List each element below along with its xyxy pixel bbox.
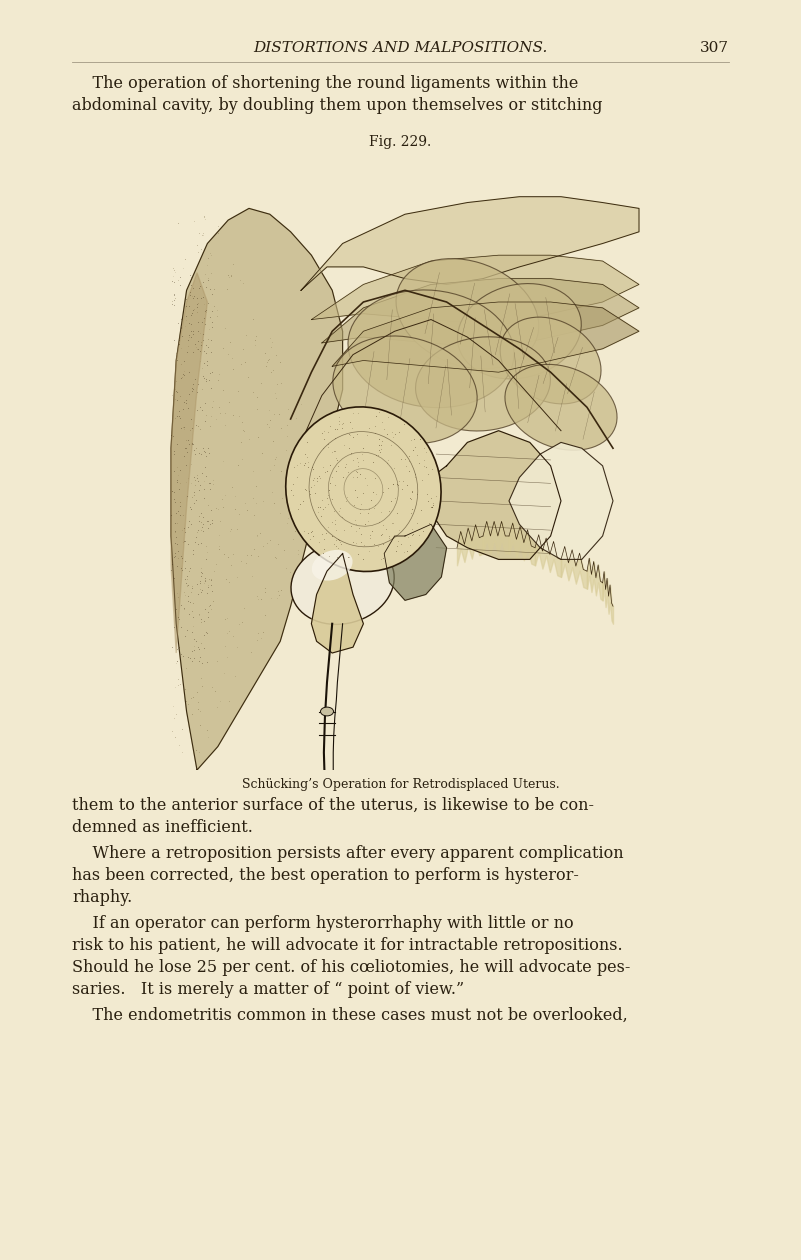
Ellipse shape (312, 549, 352, 581)
Ellipse shape (348, 290, 514, 408)
Text: The operation of shortening the round ligaments within the: The operation of shortening the round li… (72, 76, 578, 92)
Text: Should he lose 25 per cent. of his cœliotomies, he will advocate pes-: Should he lose 25 per cent. of his cœlio… (72, 959, 630, 976)
Text: demned as inefficient.: demned as inefficient. (72, 819, 253, 835)
Ellipse shape (286, 407, 441, 572)
Ellipse shape (416, 336, 550, 431)
Polygon shape (171, 208, 343, 770)
Polygon shape (312, 256, 639, 325)
Text: Where a retroposition persists after every apparent complication: Where a retroposition persists after eve… (72, 845, 624, 862)
Text: saries.   It is merely a matter of “ point of view.”: saries. It is merely a matter of “ point… (72, 982, 464, 998)
Polygon shape (509, 442, 613, 559)
Polygon shape (322, 278, 639, 349)
Ellipse shape (320, 707, 333, 716)
Text: If an operator can perform hysterorrhaphy with little or no: If an operator can perform hysterorrhaph… (72, 915, 574, 932)
Polygon shape (171, 272, 207, 653)
Text: Fig. 229.: Fig. 229. (369, 135, 432, 149)
Ellipse shape (505, 364, 617, 450)
Text: risk to his patient, he will advocate it for intractable retropositions.: risk to his patient, he will advocate it… (72, 937, 622, 954)
Ellipse shape (396, 258, 539, 369)
Polygon shape (384, 524, 447, 600)
Polygon shape (421, 431, 561, 559)
Text: 307: 307 (700, 42, 729, 55)
Text: The endometritis common in these cases must not be overlooked,: The endometritis common in these cases m… (72, 1007, 628, 1024)
Text: them to the anterior surface of the uterus, is likewise to be con-: them to the anterior surface of the uter… (72, 798, 594, 814)
Ellipse shape (333, 336, 477, 444)
Text: abdominal cavity, by doubling them upon themselves or stitching: abdominal cavity, by doubling them upon … (72, 97, 602, 113)
Polygon shape (312, 553, 364, 653)
Text: DISTORTIONS AND MALPOSITIONS.: DISTORTIONS AND MALPOSITIONS. (253, 42, 548, 55)
Ellipse shape (457, 284, 582, 379)
Ellipse shape (500, 318, 601, 404)
Text: has been corrected, the best operation to perform is hysteror-: has been corrected, the best operation t… (72, 867, 579, 885)
Polygon shape (332, 302, 639, 372)
Text: Schücking’s Operation for Retrodisplaced Uterus.: Schücking’s Operation for Retrodisplaced… (242, 777, 559, 791)
Text: rhaphy.: rhaphy. (72, 890, 132, 906)
Polygon shape (301, 197, 639, 290)
Ellipse shape (291, 542, 394, 625)
